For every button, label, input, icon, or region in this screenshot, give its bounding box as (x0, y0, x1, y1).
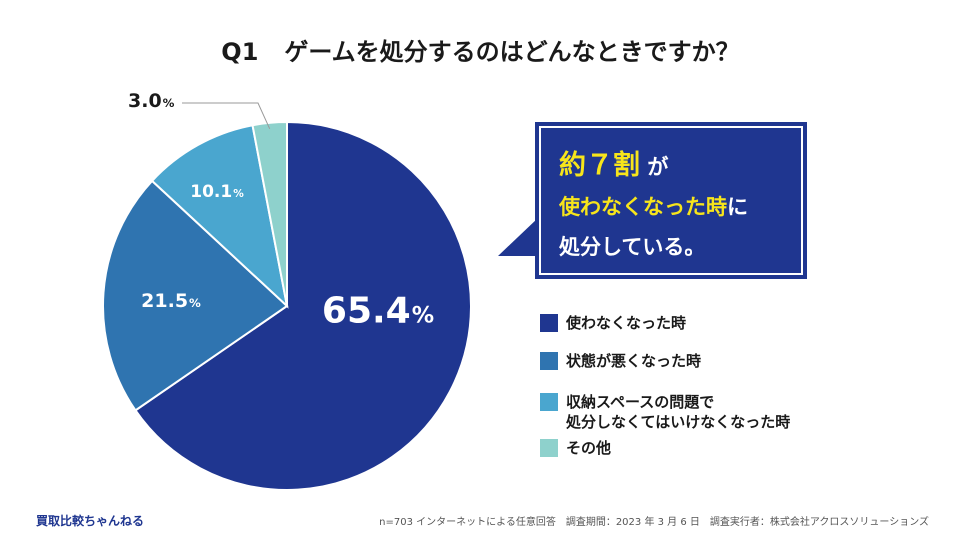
slice-other (251, 120, 288, 307)
callout-particle-2: に (727, 195, 748, 219)
legend-label: 使わなくなった時 (566, 314, 687, 332)
chart-title: Q1 ゲームを処分するのはどんなときですか？ (0, 32, 961, 67)
data-label-unused: 65.4% (321, 290, 435, 332)
question-text: ゲームを処分するのはどんなときですか？ (284, 38, 740, 66)
legend-item-other: その他 (540, 438, 611, 458)
slice-bad-condition (102, 179, 289, 412)
legend-swatch (540, 352, 558, 370)
brand-name: 買取比較ちゃんねる (36, 514, 145, 528)
legend-item-unused: 使わなくなった時 (540, 313, 686, 333)
legend-swatch (540, 314, 558, 332)
legend-swatch (540, 439, 558, 457)
pie-slices (102, 120, 472, 491)
callout-line-3: 処分している。 (559, 235, 706, 259)
data-label-other: 3.0% (128, 90, 175, 112)
survey-source: n=703 インターネットによる任意回答 調査期間：2023 年 3 月 6 日… (379, 517, 929, 528)
callout-line-1: 約７割 が (559, 146, 801, 187)
other-leader-line (182, 102, 271, 130)
slice-storage (150, 124, 289, 309)
legend-item-bad-condition: 状態が悪くなった時 (540, 351, 701, 371)
callout-highlight-reason: 使わなくなった時 (559, 195, 727, 219)
callout-particle: が (647, 155, 669, 179)
callout-line-2: 使わなくなった時に (559, 187, 801, 227)
data-label-bad-condition: 21.5% (141, 290, 201, 312)
legend-label: 状態が悪くなった時 (566, 352, 702, 370)
question-number: Q1 (221, 38, 259, 66)
legend-item-storage: 収納スペースの問題で 処分しなくてはいけなくなった時 (540, 392, 790, 432)
slice-unused (134, 120, 472, 491)
callout-tail (498, 218, 538, 256)
legend-swatch (540, 393, 558, 411)
legend-label: その他 (566, 439, 612, 457)
legend-label: 収納スペースの問題で 処分しなくてはいけなくなった時 (566, 393, 791, 431)
data-label-storage: 10.1% (190, 182, 244, 202)
callout-highlight-ratio: 約７割 (559, 150, 640, 181)
